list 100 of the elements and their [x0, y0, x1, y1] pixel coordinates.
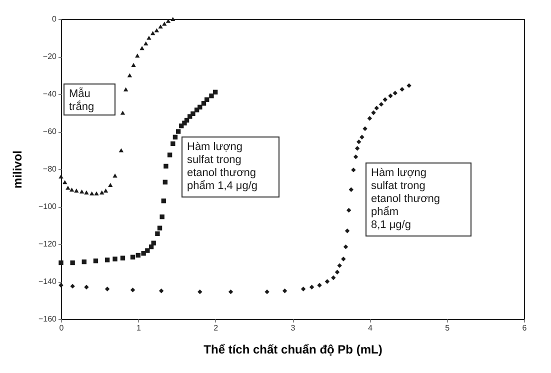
y-tick-label: −120 [38, 240, 58, 248]
point [344, 228, 350, 234]
point [300, 286, 306, 292]
point [264, 289, 270, 294]
point [66, 186, 70, 190]
point [84, 284, 89, 290]
point [58, 282, 64, 288]
point [136, 252, 141, 258]
point [135, 54, 140, 58]
point [161, 198, 166, 204]
point [84, 190, 89, 194]
point [155, 231, 160, 236]
point [103, 188, 108, 193]
point [176, 129, 181, 134]
point [400, 86, 404, 92]
point [157, 226, 162, 230]
point [144, 41, 148, 46]
point [120, 110, 126, 115]
point [341, 256, 346, 262]
point [282, 288, 288, 294]
point [58, 174, 64, 179]
point [123, 87, 128, 92]
point [62, 180, 68, 184]
x-tick-label: 4 [368, 324, 373, 332]
point [362, 126, 368, 132]
point [58, 260, 64, 266]
point [130, 254, 136, 260]
x-tick-label: 3 [290, 324, 296, 332]
point [354, 146, 360, 151]
point [141, 251, 146, 256]
point [209, 94, 214, 98]
point [112, 174, 118, 178]
series-label: Hàm lượng sulfat trong etanol thương phẩm 8,1 μg/g [371, 167, 440, 231]
point [198, 289, 202, 294]
point [82, 259, 86, 264]
point [334, 270, 340, 274]
point [317, 282, 322, 288]
point [343, 244, 348, 250]
point [146, 36, 152, 40]
y-tick-label: −80 [42, 164, 58, 174]
point [228, 289, 234, 294]
point [118, 148, 124, 152]
point [100, 190, 104, 194]
point [150, 31, 156, 36]
point [160, 214, 164, 220]
point [70, 260, 75, 266]
point [131, 62, 136, 67]
x-tick-label: 5 [445, 324, 450, 332]
point [70, 284, 75, 289]
x-axis-title: Thể tích chất chuẩn độ Pb (mL) [204, 342, 382, 356]
x-tick-label: 6 [522, 324, 528, 332]
point [104, 286, 110, 292]
point [162, 180, 168, 184]
point [406, 83, 412, 88]
point [198, 104, 202, 110]
point [388, 94, 393, 98]
point [120, 256, 126, 260]
point [331, 275, 336, 280]
text: Mẫu trắng [69, 87, 94, 113]
point [374, 106, 379, 110]
point [79, 189, 84, 194]
point [151, 240, 156, 246]
point [158, 24, 163, 29]
point [170, 141, 176, 146]
point [167, 152, 172, 158]
point [154, 28, 160, 32]
point [130, 288, 136, 292]
y-tick-label: −40 [42, 90, 58, 98]
point [360, 134, 364, 140]
point [378, 102, 384, 107]
point [337, 263, 342, 268]
y-tick-label: 0 [52, 14, 58, 24]
series-label: Hàm lượng sulfat trong etanol thương phẩm 1,4 μg/g [187, 141, 258, 192]
point [108, 182, 113, 187]
y-axis-title: milivol [10, 150, 24, 189]
y-tick-label: −140 [38, 277, 58, 286]
point [69, 188, 74, 192]
point [164, 164, 168, 169]
y-tick-label: −60 [42, 127, 58, 136]
point [351, 168, 356, 172]
point [392, 90, 398, 96]
point [93, 258, 98, 264]
x-tick-label: 1 [136, 324, 142, 332]
point [140, 46, 144, 50]
point [348, 187, 354, 192]
point [356, 139, 362, 144]
point [382, 97, 388, 102]
point [74, 188, 79, 193]
y-tick-label: −20 [42, 52, 58, 61]
point [346, 208, 352, 213]
point [371, 110, 376, 116]
point [212, 90, 218, 94]
point [94, 191, 99, 196]
point [353, 154, 358, 160]
point [309, 284, 314, 290]
y-tick-label: −100 [38, 202, 58, 211]
point [204, 97, 210, 102]
x-tick-label: 0 [59, 324, 64, 332]
point [145, 248, 150, 253]
point [166, 18, 171, 23]
